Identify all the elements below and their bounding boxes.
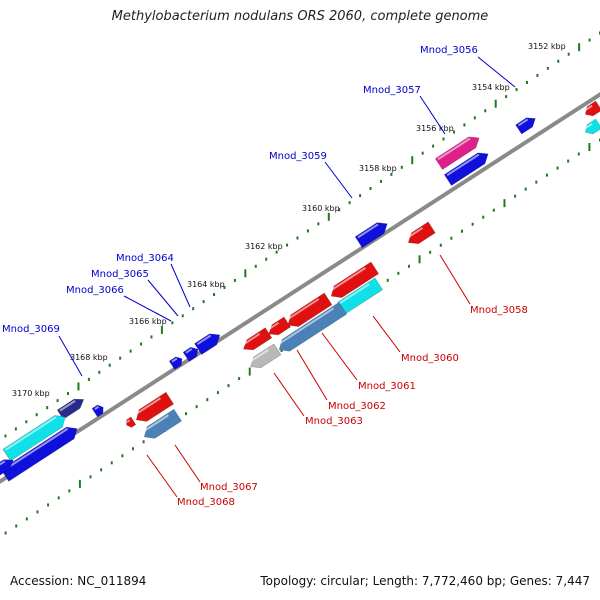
scale-label: 3158 kbp [359,164,397,173]
scale-label: 3166 kbp [129,317,167,326]
gene-mnod-3064-feature[interactable] [194,329,224,355]
scale-label: 3168 kbp [70,353,108,362]
gene-mnod-3069-feature[interactable] [56,395,86,420]
scale-label: 3160 kbp [302,204,340,213]
gene-mnod-3068b-feature[interactable] [124,416,137,429]
gene-mnod-3059-feature[interactable] [354,218,391,249]
gene-label-mnod-3062[interactable]: Mnod_3062 [328,401,386,412]
scale-label: 3170 kbp [12,389,50,398]
gene-mnod-3067-feature[interactable] [132,391,175,426]
gene-mnod-3065-feature[interactable] [182,345,201,362]
gene-mnod-3057-feature[interactable] [434,132,482,170]
scale-label: 3156 kbp [416,124,454,133]
gene-label-mnod-3059[interactable]: Mnod_3059 [269,151,327,162]
gene-mnod-3068-feature[interactable] [140,408,183,443]
scale-label: 3154 kbp [472,83,510,92]
forward-gene-labels: Mnod_3056 Mnod_3057 Mnod_3059 Mnod_3064 … [2,45,478,335]
gene-mnod-3072-feature[interactable] [91,403,106,418]
gene-mnod-3057b-feature[interactable] [443,148,491,186]
scale-labels: 3152 kbp 3154 kbp 3156 kbp 3158 kbp 3160… [12,42,566,398]
reverse-leaders [146,254,471,498]
gene-mnod-3070-feature[interactable] [2,411,69,462]
gene-mnod-3063b-feature[interactable] [240,327,273,354]
gene-label-mnod-3064[interactable]: Mnod_3064 [116,253,174,264]
accession-label: Accession: NC_011894 [10,574,147,588]
scale-label: 3164 kbp [187,280,225,289]
gene-label-mnod-3065[interactable]: Mnod_3065 [91,269,149,280]
gene-mnod-3073-feature[interactable] [0,455,16,478]
scale-label: 3152 kbp [528,42,566,51]
gene-label-mnod-3066[interactable]: Mnod_3066 [66,285,124,296]
scale-ticks-forward [4,31,600,438]
gene-mnod-3061-feature[interactable] [284,292,333,331]
gene-features [0,100,600,482]
gene-mnod-3055b-feature[interactable] [582,118,600,137]
gene-label-mnod-3058[interactable]: Mnod_3058 [470,305,528,316]
gene-label-mnod-3056[interactable]: Mnod_3056 [420,45,478,56]
gene-mnod-3071-feature[interactable] [0,423,81,482]
gene-mnod-3063c-feature[interactable] [247,343,282,372]
forward-leaders [58,56,516,377]
reverse-gene-labels: Mnod_3058 Mnod_3060 Mnod_3061 Mnod_3062 … [177,305,528,508]
gene-mnod-3066-feature[interactable] [168,355,185,370]
gene-mnod-3058-feature[interactable] [405,221,436,248]
genome-info-label: Topology: circular; Length: 7,772,460 bp… [260,574,590,588]
gene-label-mnod-3067[interactable]: Mnod_3067 [200,482,258,493]
gene-mnod-3062-feature[interactable] [275,302,348,355]
gene-label-mnod-3069[interactable]: Mnod_3069 [2,324,60,335]
gene-label-mnod-3060[interactable]: Mnod_3060 [401,353,459,364]
gene-mnod-3063-feature[interactable] [266,316,291,339]
genome-backbone [0,92,600,484]
gene-label-mnod-3068[interactable]: Mnod_3068 [177,497,235,508]
gene-label-mnod-3063[interactable]: Mnod_3063 [305,416,363,427]
gene-mnod-3055-feature[interactable] [582,100,600,119]
scale-label: 3162 kbp [245,242,283,251]
gene-mnod-3056-feature[interactable] [515,114,539,135]
map-title: Methylobacterium nodulans ORS 2060, comp… [111,9,489,24]
gene-label-mnod-3057[interactable]: Mnod_3057 [363,85,421,96]
gene-label-mnod-3061[interactable]: Mnod_3061 [358,381,416,392]
gene-mnod-3060-feature[interactable] [327,261,380,302]
